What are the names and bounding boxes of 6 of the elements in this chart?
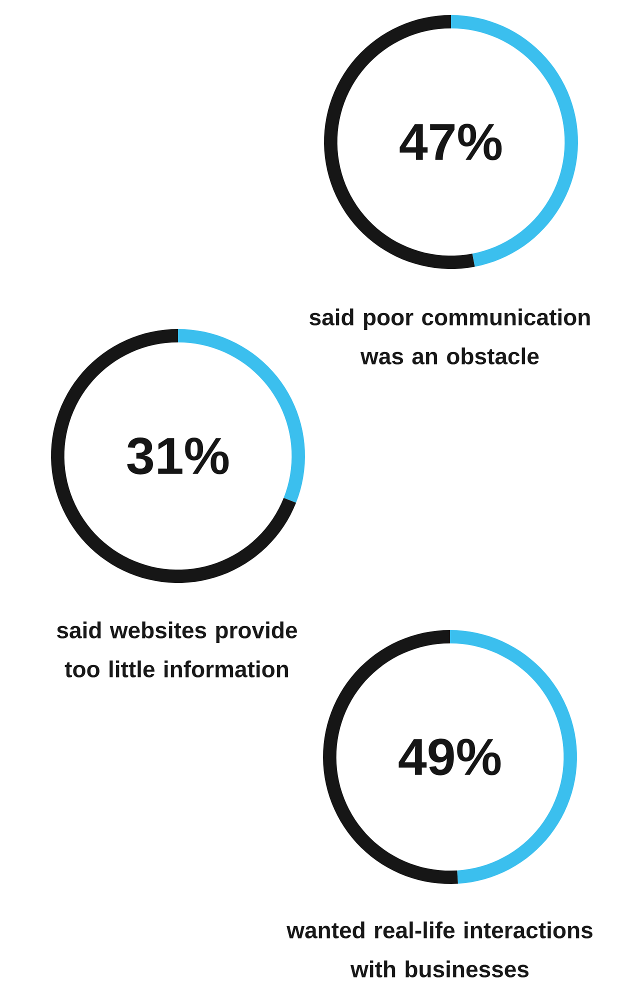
text: wanted real-life interactions with businesses: [286, 922, 592, 978]
data-label: 31%: [127, 438, 229, 474]
data-label: 47%: [400, 124, 502, 160]
data-label: 49%: [398, 738, 501, 776]
text: said websites provide too little information: [57, 622, 297, 678]
text: said poor communication was an obstacle: [310, 308, 590, 364]
